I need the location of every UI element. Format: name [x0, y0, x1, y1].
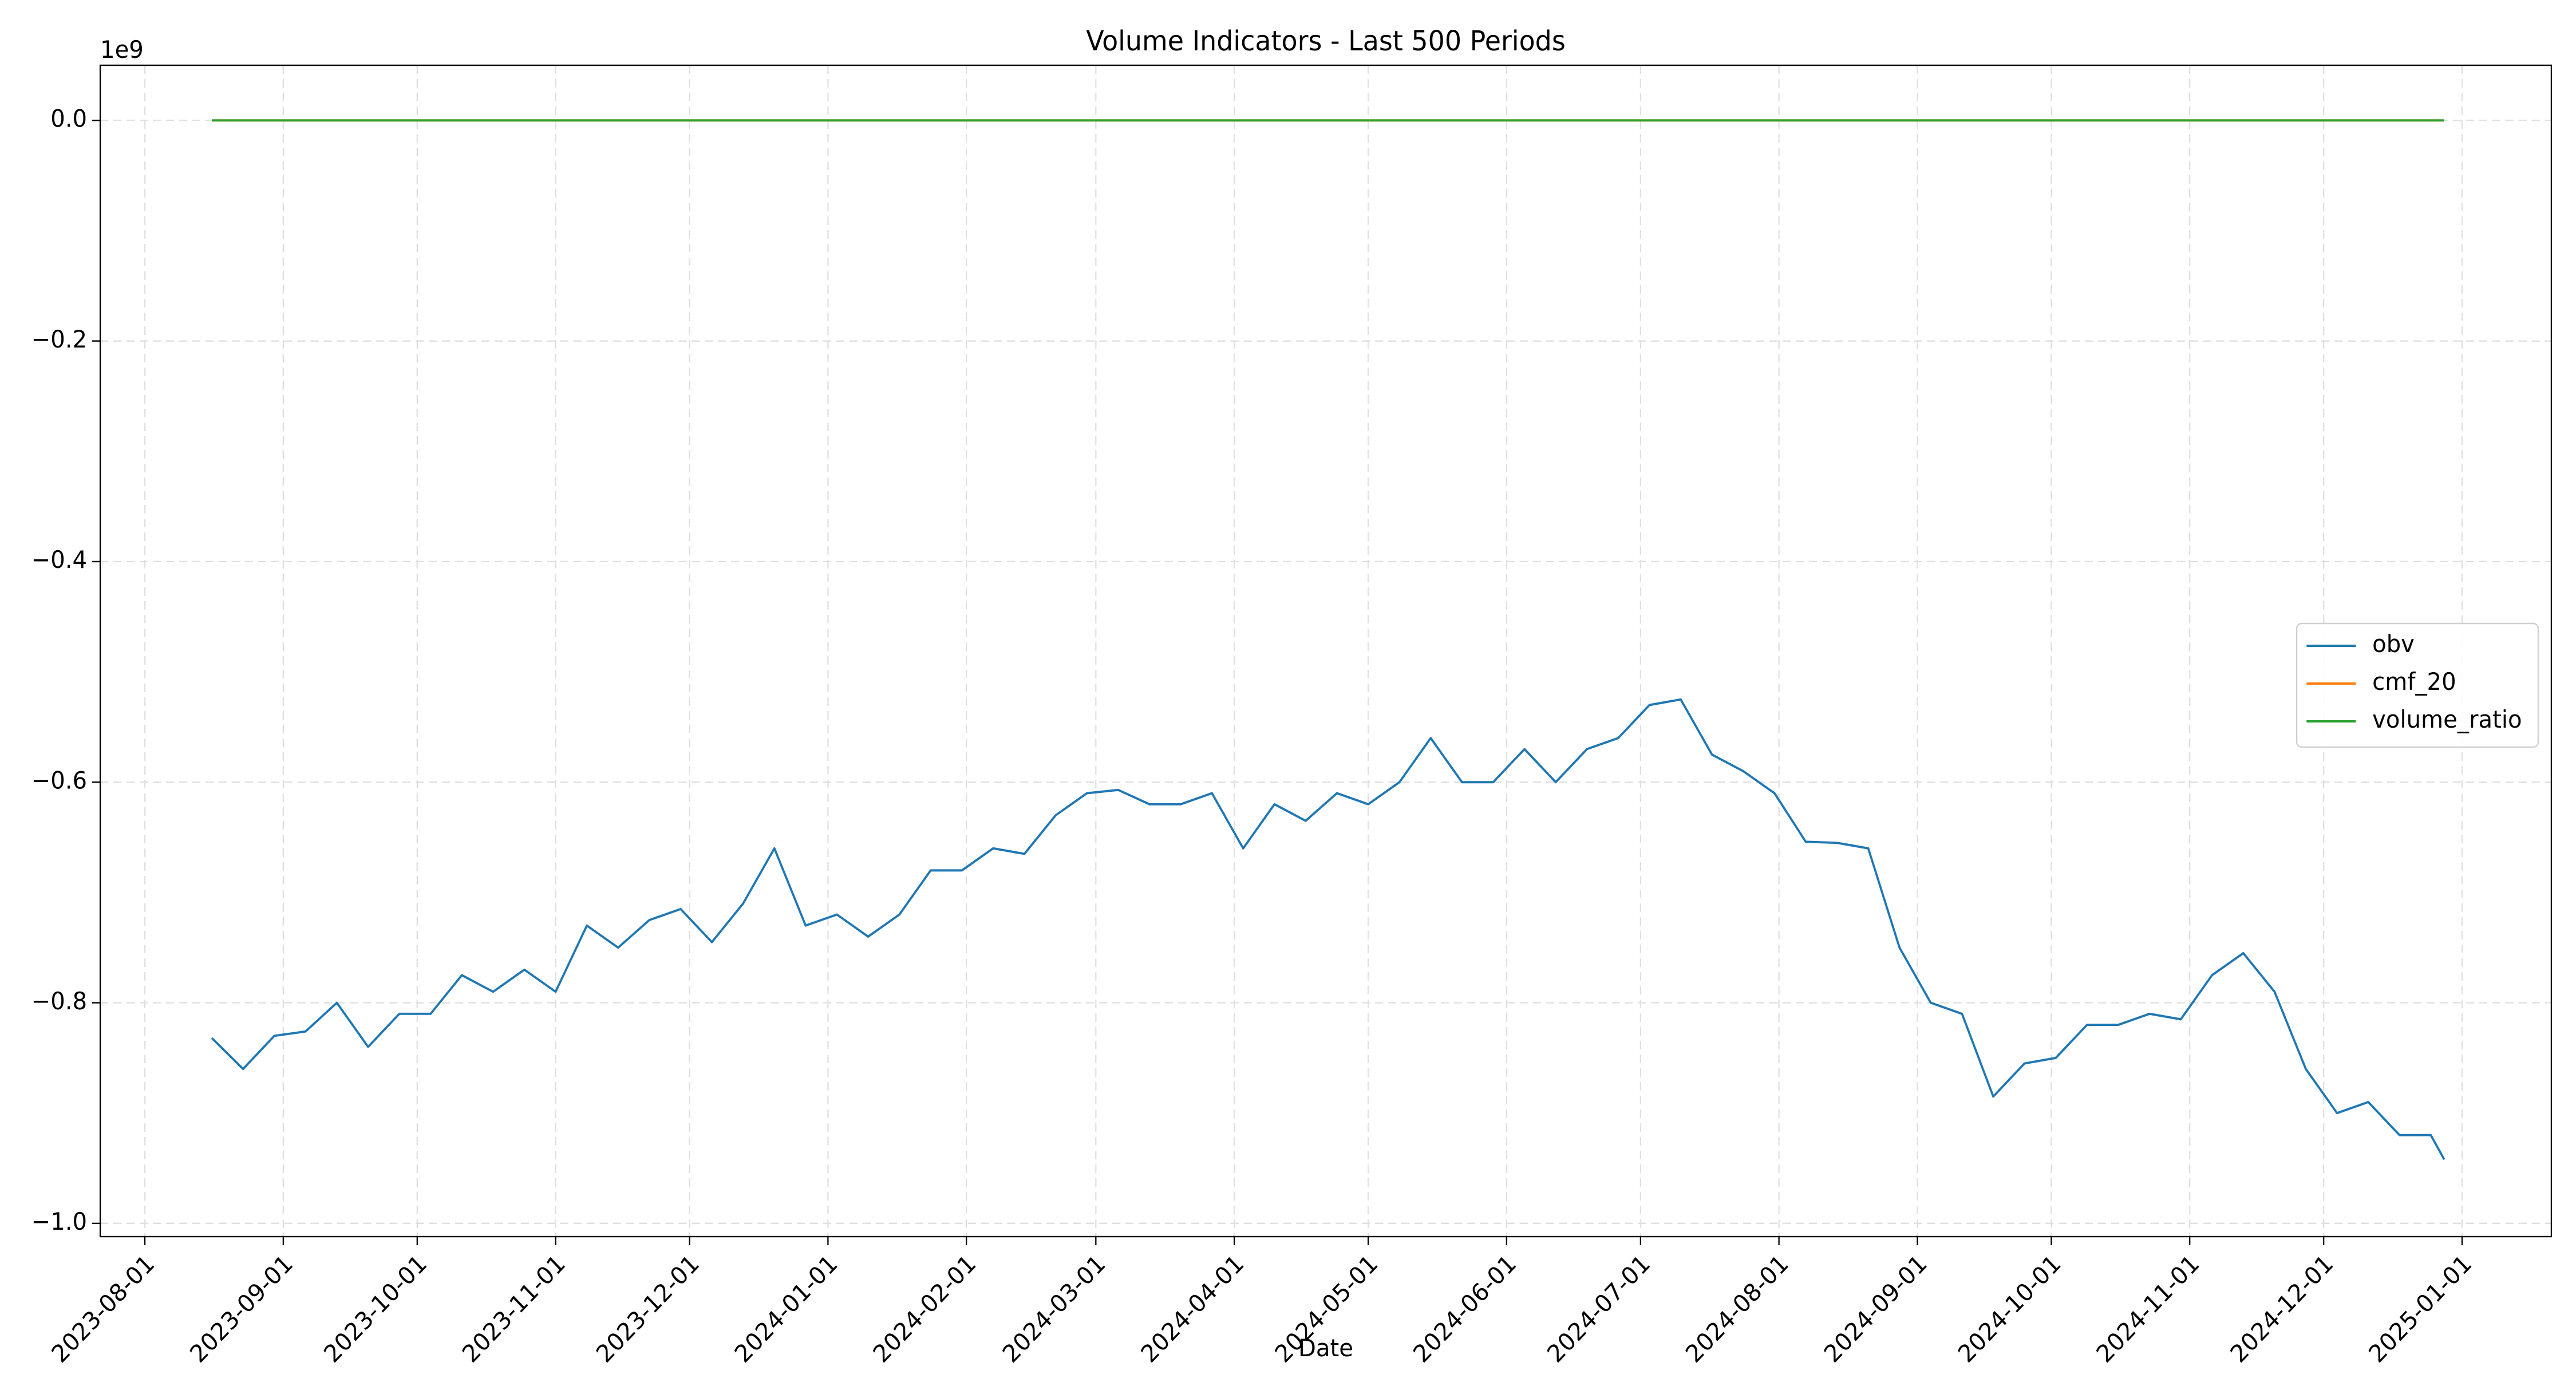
y-offset-label: 1e9 [100, 35, 144, 64]
chart-title: Volume Indicators - Last 500 Periods [1086, 25, 1566, 57]
legend-label: cmf_20 [2372, 668, 2456, 696]
y-tick-label: 0.0 [50, 105, 87, 133]
y-tick-label: −0.6 [31, 767, 88, 795]
x-axis-label: Date [1298, 1334, 1353, 1362]
plot-frame [99, 64, 2553, 1238]
y-tick-label: −0.8 [31, 987, 88, 1015]
series-line [211, 698, 2445, 1160]
y-tick-label: −1.0 [31, 1207, 88, 1235]
legend-label: obv [2372, 630, 2415, 658]
y-tick-label: −0.2 [31, 325, 88, 353]
legend-label: volume_ratio [2372, 705, 2522, 733]
y-tick-label: −0.4 [31, 546, 88, 574]
legend-box [2296, 622, 2539, 748]
